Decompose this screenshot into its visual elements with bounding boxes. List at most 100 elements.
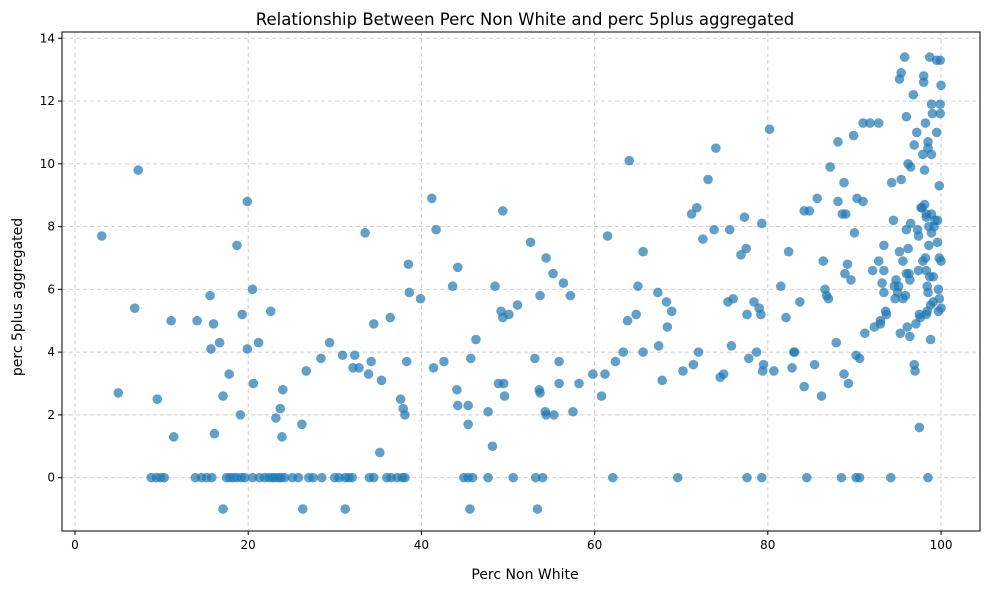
data-point (899, 52, 910, 62)
data-point (218, 391, 228, 401)
data-point (447, 281, 458, 292)
data-point (439, 356, 449, 367)
data-point (277, 432, 287, 442)
data-point (363, 369, 374, 379)
data-point (873, 118, 884, 128)
data-point (799, 381, 809, 392)
data-point (404, 287, 415, 298)
data-point (487, 441, 498, 452)
data-point (789, 347, 800, 357)
data-point (893, 281, 904, 292)
data-point (400, 472, 410, 483)
data-point (854, 472, 865, 483)
data-point (726, 341, 737, 351)
data-point (483, 472, 493, 483)
data-point (879, 265, 889, 276)
data-point (463, 400, 473, 411)
data-point (877, 278, 887, 288)
data-point (610, 356, 621, 367)
data-point (860, 328, 870, 339)
y-tick-label: 4 (47, 345, 55, 359)
data-point (400, 410, 410, 420)
x-tick-label: 0 (71, 538, 79, 552)
data-point (242, 344, 253, 354)
data-point (426, 193, 437, 204)
data-point (602, 231, 613, 241)
data-point (239, 472, 250, 483)
data-point (894, 246, 905, 257)
data-point (935, 55, 945, 66)
data-point (608, 472, 618, 483)
data-point (168, 432, 179, 442)
data-point (208, 319, 219, 329)
data-point (205, 290, 215, 301)
data-point (661, 297, 672, 307)
data-point (879, 287, 889, 298)
data-point (804, 206, 815, 216)
data-point (764, 124, 775, 135)
data-point (568, 406, 578, 417)
data-point (471, 334, 481, 345)
data-point (678, 366, 688, 376)
data-point (693, 347, 704, 357)
data-point (275, 403, 286, 414)
data-point (253, 337, 264, 348)
data-point (783, 246, 794, 257)
data-point (823, 293, 834, 304)
data-point (209, 428, 220, 439)
data-point (452, 262, 463, 273)
data-point (530, 472, 541, 483)
data-point (839, 369, 849, 379)
data-point (776, 281, 786, 292)
data-point (920, 253, 931, 263)
data-point (816, 391, 827, 401)
data-point (795, 297, 805, 307)
data-point (934, 293, 945, 304)
data-point (498, 378, 509, 389)
data-point (932, 215, 943, 226)
data-point (848, 130, 859, 141)
data-point (756, 472, 767, 483)
data-point (933, 284, 944, 295)
data-point (935, 108, 945, 119)
data-point (499, 391, 510, 401)
data-point (758, 359, 769, 370)
data-point (207, 472, 217, 483)
data-point (918, 77, 929, 88)
data-point (638, 246, 648, 257)
data-point (535, 290, 545, 301)
data-point (508, 472, 519, 483)
data-point (919, 165, 930, 175)
data-point (741, 243, 751, 254)
data-point (905, 162, 916, 172)
plot-frame (61, 31, 981, 532)
data-point (248, 378, 259, 389)
data-point (928, 271, 939, 282)
data-point (504, 309, 514, 320)
data-point (873, 256, 884, 266)
data-point (376, 375, 387, 386)
data-point (909, 140, 919, 150)
data-point (113, 388, 124, 398)
data-point (512, 300, 523, 310)
data-point (742, 472, 752, 483)
data-point (152, 394, 163, 404)
data-point (349, 350, 360, 361)
data-point (340, 504, 350, 514)
data-point (711, 143, 721, 153)
data-point (924, 240, 934, 251)
data-point (833, 137, 843, 147)
x-tick-label: 20 (241, 538, 256, 552)
data-point (900, 290, 911, 301)
data-point (858, 118, 868, 128)
data-point (728, 293, 738, 304)
data-point (297, 419, 307, 430)
data-point (831, 337, 842, 348)
data-point (908, 89, 919, 100)
data-point (911, 127, 922, 138)
data-point (166, 315, 176, 326)
data-point (465, 353, 476, 364)
data-point (224, 369, 234, 379)
x-tick-label: 80 (760, 538, 775, 552)
